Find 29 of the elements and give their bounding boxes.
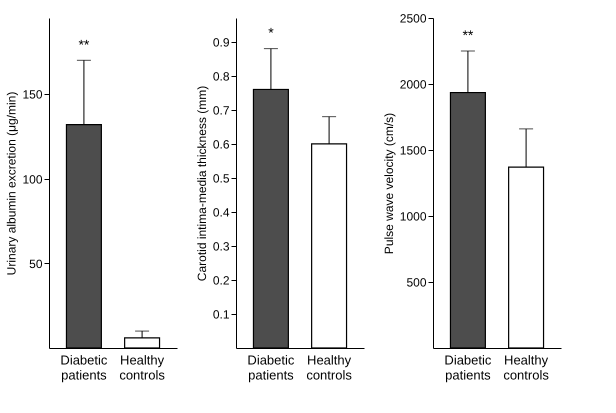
y-tick-label: 2500: [400, 12, 427, 26]
y-tick-label: 0.3: [212, 239, 230, 254]
annotation: **: [78, 36, 90, 52]
y-tick-label: 50: [29, 256, 43, 271]
y-tick-label: 0.8: [212, 69, 230, 84]
y-tick-label: 1000: [400, 210, 427, 224]
y-tick-label: 0.2: [212, 273, 230, 288]
y-tick-label: 0.7: [212, 103, 230, 118]
y-tick-label: 0.6: [212, 137, 230, 152]
x-tick-label: Diabetic patients: [247, 352, 295, 382]
y-tick-label: 0.4: [212, 205, 230, 220]
y-tick-label: 500: [406, 276, 427, 290]
y-tick-label: 100: [22, 172, 43, 186]
y-tick-label: 150: [22, 88, 43, 102]
y-tick-label: 0.1: [212, 307, 230, 322]
annotation: **: [462, 27, 474, 43]
y-axis-title: Pulse wave velocity (cm/s): [382, 112, 396, 254]
y-tick-label: 0.5: [212, 171, 230, 186]
y-tick-label: 2000: [400, 78, 427, 92]
annotation: *: [268, 24, 274, 41]
y-tick-label: 1500: [400, 144, 427, 158]
y-axis-title: Urinary albumin excretion (μg/min): [4, 92, 18, 276]
x-tick-label: Healthy controls: [119, 352, 166, 382]
x-tick-label: Diabetic patients: [60, 352, 108, 382]
y-tick-label: 0.9: [212, 35, 230, 50]
x-tick-label: Healthy controls: [306, 352, 352, 382]
x-tick-label: Diabetic patients: [444, 352, 492, 382]
x-tick-label: Healthy controls: [503, 352, 550, 382]
y-axis-title: Carotid intima-media thickness (mm): [194, 86, 209, 282]
